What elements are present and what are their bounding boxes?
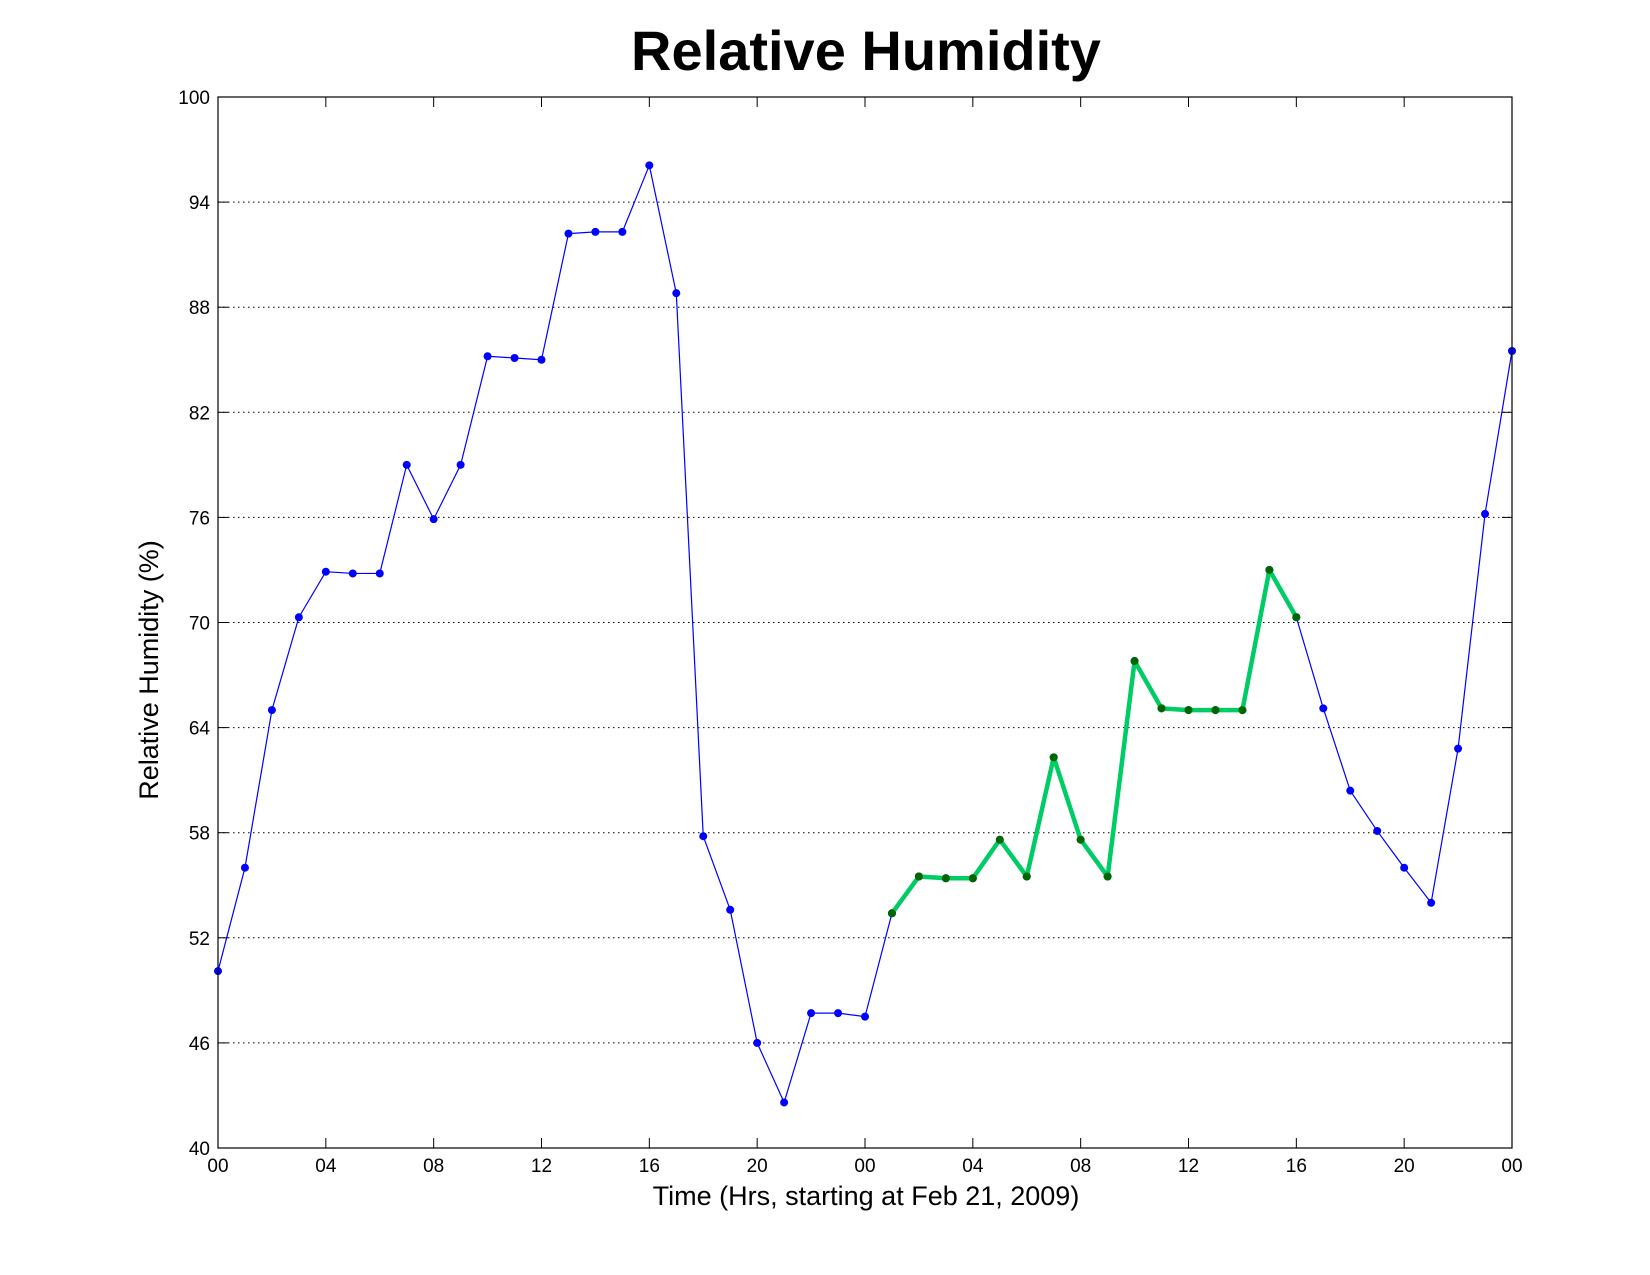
data-point-main xyxy=(348,569,357,578)
y-tick-label: 94 xyxy=(189,193,211,214)
data-point-highlight xyxy=(1130,657,1139,666)
y-tick-label: 100 xyxy=(178,88,210,109)
y-tick-label: 46 xyxy=(189,1034,210,1055)
y-tick-label: 64 xyxy=(189,719,211,740)
data-point-highlight xyxy=(1238,706,1247,715)
data-point-main xyxy=(1400,863,1409,872)
data-point-highlight xyxy=(1157,704,1166,713)
y-tick-label: 82 xyxy=(189,403,210,424)
x-tick-label: 20 xyxy=(747,1156,768,1177)
data-point-main xyxy=(726,905,735,914)
y-tick-label: 52 xyxy=(189,929,210,950)
data-point-highlight xyxy=(1022,872,1031,881)
x-tick-label: 16 xyxy=(1286,1156,1307,1177)
data-point-main xyxy=(591,227,600,236)
data-point-main xyxy=(1454,744,1463,753)
data-point-main xyxy=(375,569,384,578)
data-point-highlight xyxy=(995,835,1004,844)
data-point-main xyxy=(1346,786,1355,795)
x-tick-label: 04 xyxy=(962,1156,984,1177)
data-point-main xyxy=(699,832,708,841)
data-point-main xyxy=(645,161,654,170)
x-tick-label: 12 xyxy=(1178,1156,1199,1177)
axis-ticks: 40 46 52 58 64 70 76 82 88 94 100 00 04 08 12 16 20 00 04 0… xyxy=(178,88,1522,1177)
y-tick-label: 58 xyxy=(189,824,210,845)
data-point-main xyxy=(321,567,330,576)
data-point-main xyxy=(1481,509,1490,518)
data-point-main xyxy=(294,613,303,622)
data-point-main xyxy=(672,289,681,298)
data-point-highlight xyxy=(1211,706,1220,715)
x-tick-label: 08 xyxy=(1070,1156,1091,1177)
data-point-main xyxy=(753,1038,762,1047)
y-tick-label: 76 xyxy=(189,508,210,529)
data-point-highlight xyxy=(941,874,950,883)
data-point-main xyxy=(267,706,276,715)
data-point-highlight xyxy=(1292,613,1301,622)
x-tick-label: 04 xyxy=(315,1156,337,1177)
y-axis-label: Relative Humidity (%) xyxy=(134,540,164,800)
y-tick-label: 88 xyxy=(189,298,210,319)
y-tick-label: 40 xyxy=(189,1139,210,1160)
series-line-highlight xyxy=(889,567,1299,916)
data-point-highlight xyxy=(887,909,896,918)
data-point-main xyxy=(537,355,546,364)
data-point-main xyxy=(834,1009,843,1018)
data-point-highlight xyxy=(1265,565,1274,574)
data-series xyxy=(214,161,1516,1107)
data-point-main xyxy=(510,353,519,362)
x-tick-label: 12 xyxy=(531,1156,552,1177)
data-point-main xyxy=(807,1009,816,1018)
data-point-main xyxy=(1373,826,1382,835)
data-point-main xyxy=(1427,898,1436,907)
y-tick-label: 70 xyxy=(189,614,210,635)
data-point-main xyxy=(780,1098,789,1107)
data-point-highlight xyxy=(914,872,923,881)
data-point-main xyxy=(564,229,573,238)
x-tick-label: 00 xyxy=(1501,1156,1522,1177)
data-point-highlight xyxy=(1103,872,1112,881)
data-point-highlight xyxy=(968,874,977,883)
data-point-main xyxy=(483,352,492,361)
x-tick-label: 00 xyxy=(854,1156,875,1177)
data-point-highlight xyxy=(1076,835,1085,844)
data-point-main xyxy=(429,515,438,524)
data-point-highlight xyxy=(1184,706,1193,715)
data-point-main xyxy=(1319,704,1328,713)
data-point-highlight xyxy=(1049,753,1058,762)
x-tick-label: 08 xyxy=(423,1156,444,1177)
data-point-main xyxy=(240,863,249,872)
data-point-main xyxy=(402,460,411,469)
data-point-main xyxy=(618,227,627,236)
x-tick-label: 00 xyxy=(207,1156,228,1177)
x-tick-label: 20 xyxy=(1394,1156,1415,1177)
data-point-main xyxy=(861,1012,869,1021)
data-point-main xyxy=(456,460,465,469)
chart-title: Relative Humidity xyxy=(631,19,1101,82)
x-axis-label: Time (Hrs, starting at Feb 21, 2009) xyxy=(653,1181,1080,1211)
x-tick-label: 16 xyxy=(639,1156,660,1177)
